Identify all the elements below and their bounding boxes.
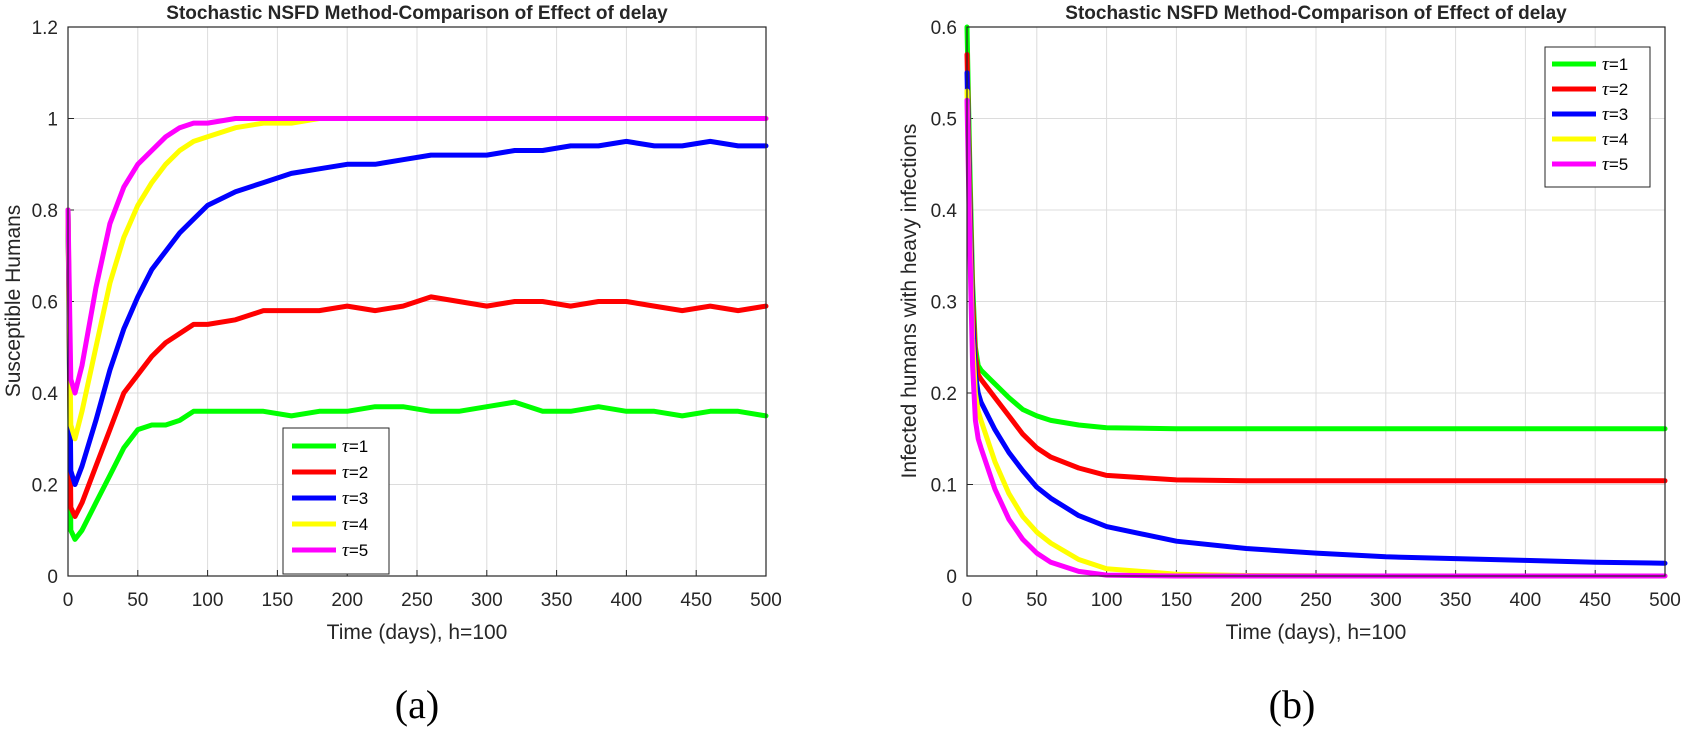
panel-label-a: (a): [395, 682, 439, 727]
x-tick-label: 50: [1026, 590, 1047, 611]
legend-tau-value: =1: [1609, 55, 1628, 74]
x-tick-label: 250: [401, 590, 433, 611]
y-tick-label: 0.4: [931, 201, 958, 222]
legend-label-tau-4: τ=4: [1602, 129, 1628, 150]
y-tick-label: 0.5: [931, 110, 957, 131]
legend-label-tau-1: τ=1: [342, 436, 368, 457]
x-tick-label: 500: [1649, 590, 1681, 611]
legend-tau-symbol: τ: [1602, 104, 1610, 125]
y-tick-label: 0.1: [931, 476, 957, 497]
legend-tau-value: =5: [349, 541, 368, 560]
x-axis-label-b: Time (days), h=100: [1226, 621, 1407, 644]
x-tick-label: 0: [962, 590, 973, 611]
y-tick-label: 0.6: [32, 293, 58, 314]
legend-label-tau-1: τ=1: [1602, 54, 1628, 75]
legend-tau-value: =5: [1609, 155, 1628, 174]
x-tick-label: 350: [541, 590, 573, 611]
chart-panel-b: 0 50 100 150 200 250 300 350 400 450 500 0 0.1 0.2 0.…: [898, 3, 1681, 727]
legend-tau-symbol: τ: [1602, 79, 1610, 100]
legend-tau-value: =4: [1609, 130, 1628, 149]
x-tick-label: 400: [611, 590, 643, 611]
legend-label-tau-3: τ=3: [342, 488, 368, 509]
legend-tau-symbol: τ: [342, 462, 350, 483]
x-tick-label: 200: [331, 590, 363, 611]
legend-tau-value: =1: [349, 437, 368, 456]
legend-b: τ=1τ=2τ=3τ=4τ=5: [1544, 46, 1651, 188]
y-tick-label: 1: [47, 110, 58, 131]
legend-tau-value: =4: [349, 515, 368, 534]
legend-label-tau-2: τ=2: [342, 462, 368, 483]
legend-label-tau-5: τ=5: [1602, 154, 1628, 175]
plot-frame-b: [966, 26, 1666, 577]
legend-tau-value: =3: [349, 489, 368, 508]
y-tick-label: 0.2: [931, 384, 957, 405]
chart-title-b: Stochastic NSFD Method-Comparison of Eff…: [1065, 3, 1567, 24]
legend-label-tau-4: τ=4: [342, 514, 368, 535]
legend-tau-value: =2: [349, 463, 368, 482]
legend-tau-symbol: τ: [342, 514, 350, 535]
legend-tau-symbol: τ: [1602, 154, 1610, 175]
legend-tau-symbol: τ: [342, 488, 350, 509]
legend-tau-symbol: τ: [1602, 129, 1610, 150]
series-line-tau-1: [65, 207, 769, 542]
x-tick-label: 150: [1161, 590, 1193, 611]
x-tick-label: 450: [1579, 590, 1611, 611]
y-axis-label-b: Infected humans with heavy infections: [898, 124, 921, 479]
y-tick-label: 0: [47, 567, 58, 588]
y-tick-label: 0.2: [32, 476, 58, 497]
y-tick-label: 0.4: [32, 384, 59, 405]
y-axis-label-a: Susceptible Humans: [2, 205, 25, 398]
series-line-tau-2: [65, 207, 769, 519]
y-tick-label: 0.6: [931, 18, 957, 39]
x-tick-label: 400: [1510, 590, 1542, 611]
x-tick-label: 200: [1230, 590, 1262, 611]
y-tick-label: 0.8: [32, 201, 58, 222]
chart-panel-a: 0 50 100 150 200 250 300 350 400 450 500 0 0.2 0.4 0.…: [2, 3, 782, 727]
x-tick-label: 300: [471, 590, 503, 611]
series-line-tau-3: [65, 138, 769, 487]
legend-a: τ=1τ=2τ=3τ=4τ=5: [282, 427, 390, 575]
x-tick-label: 450: [680, 590, 712, 611]
x-tick-label: 50: [127, 590, 148, 611]
legend-tau-symbol: τ: [1602, 54, 1610, 75]
y-tick-labels-b: 0 0.1 0.2 0.3 0.4 0.5 0.6: [931, 18, 958, 588]
legend-tau-symbol: τ: [342, 436, 350, 457]
y-tick-label: 1.2: [32, 18, 58, 39]
legend-label-tau-3: τ=3: [1602, 104, 1628, 125]
chart-title-a: Stochastic NSFD Method-Comparison of Eff…: [166, 3, 668, 24]
x-tick-label: 150: [262, 590, 294, 611]
x-tick-label: 0: [63, 590, 74, 611]
series-group-a: [65, 116, 769, 542]
x-tick-label: 250: [1300, 590, 1332, 611]
panel-label-b: (b): [1269, 682, 1316, 727]
x-tick-labels-a: 0 50 100 150 200 250 300 350 400 450 500: [63, 590, 782, 611]
x-tick-label: 350: [1440, 590, 1472, 611]
x-tick-label: 100: [1091, 590, 1123, 611]
series-line-tau-5: [65, 116, 769, 396]
legend-label-tau-2: τ=2: [1602, 79, 1628, 100]
x-axis-label-a: Time (days), h=100: [327, 621, 508, 644]
x-tick-labels-b: 0 50 100 150 200 250 300 350 400 450 500: [962, 590, 1681, 611]
legend-tau-value: =3: [1609, 105, 1628, 124]
y-tick-label: 0: [946, 567, 957, 588]
y-tick-label: 0.3: [931, 293, 957, 314]
legend-tau-symbol: τ: [342, 540, 350, 561]
x-tick-label: 500: [750, 590, 782, 611]
legend-label-tau-5: τ=5: [342, 540, 368, 561]
legend-tau-value: =2: [1609, 80, 1628, 99]
x-tick-label: 300: [1370, 590, 1402, 611]
x-tick-label: 100: [192, 590, 224, 611]
y-tick-labels-a: 0 0.2 0.4 0.6 0.8 1 1.2: [32, 18, 59, 588]
plot-frame-a: [67, 26, 767, 577]
